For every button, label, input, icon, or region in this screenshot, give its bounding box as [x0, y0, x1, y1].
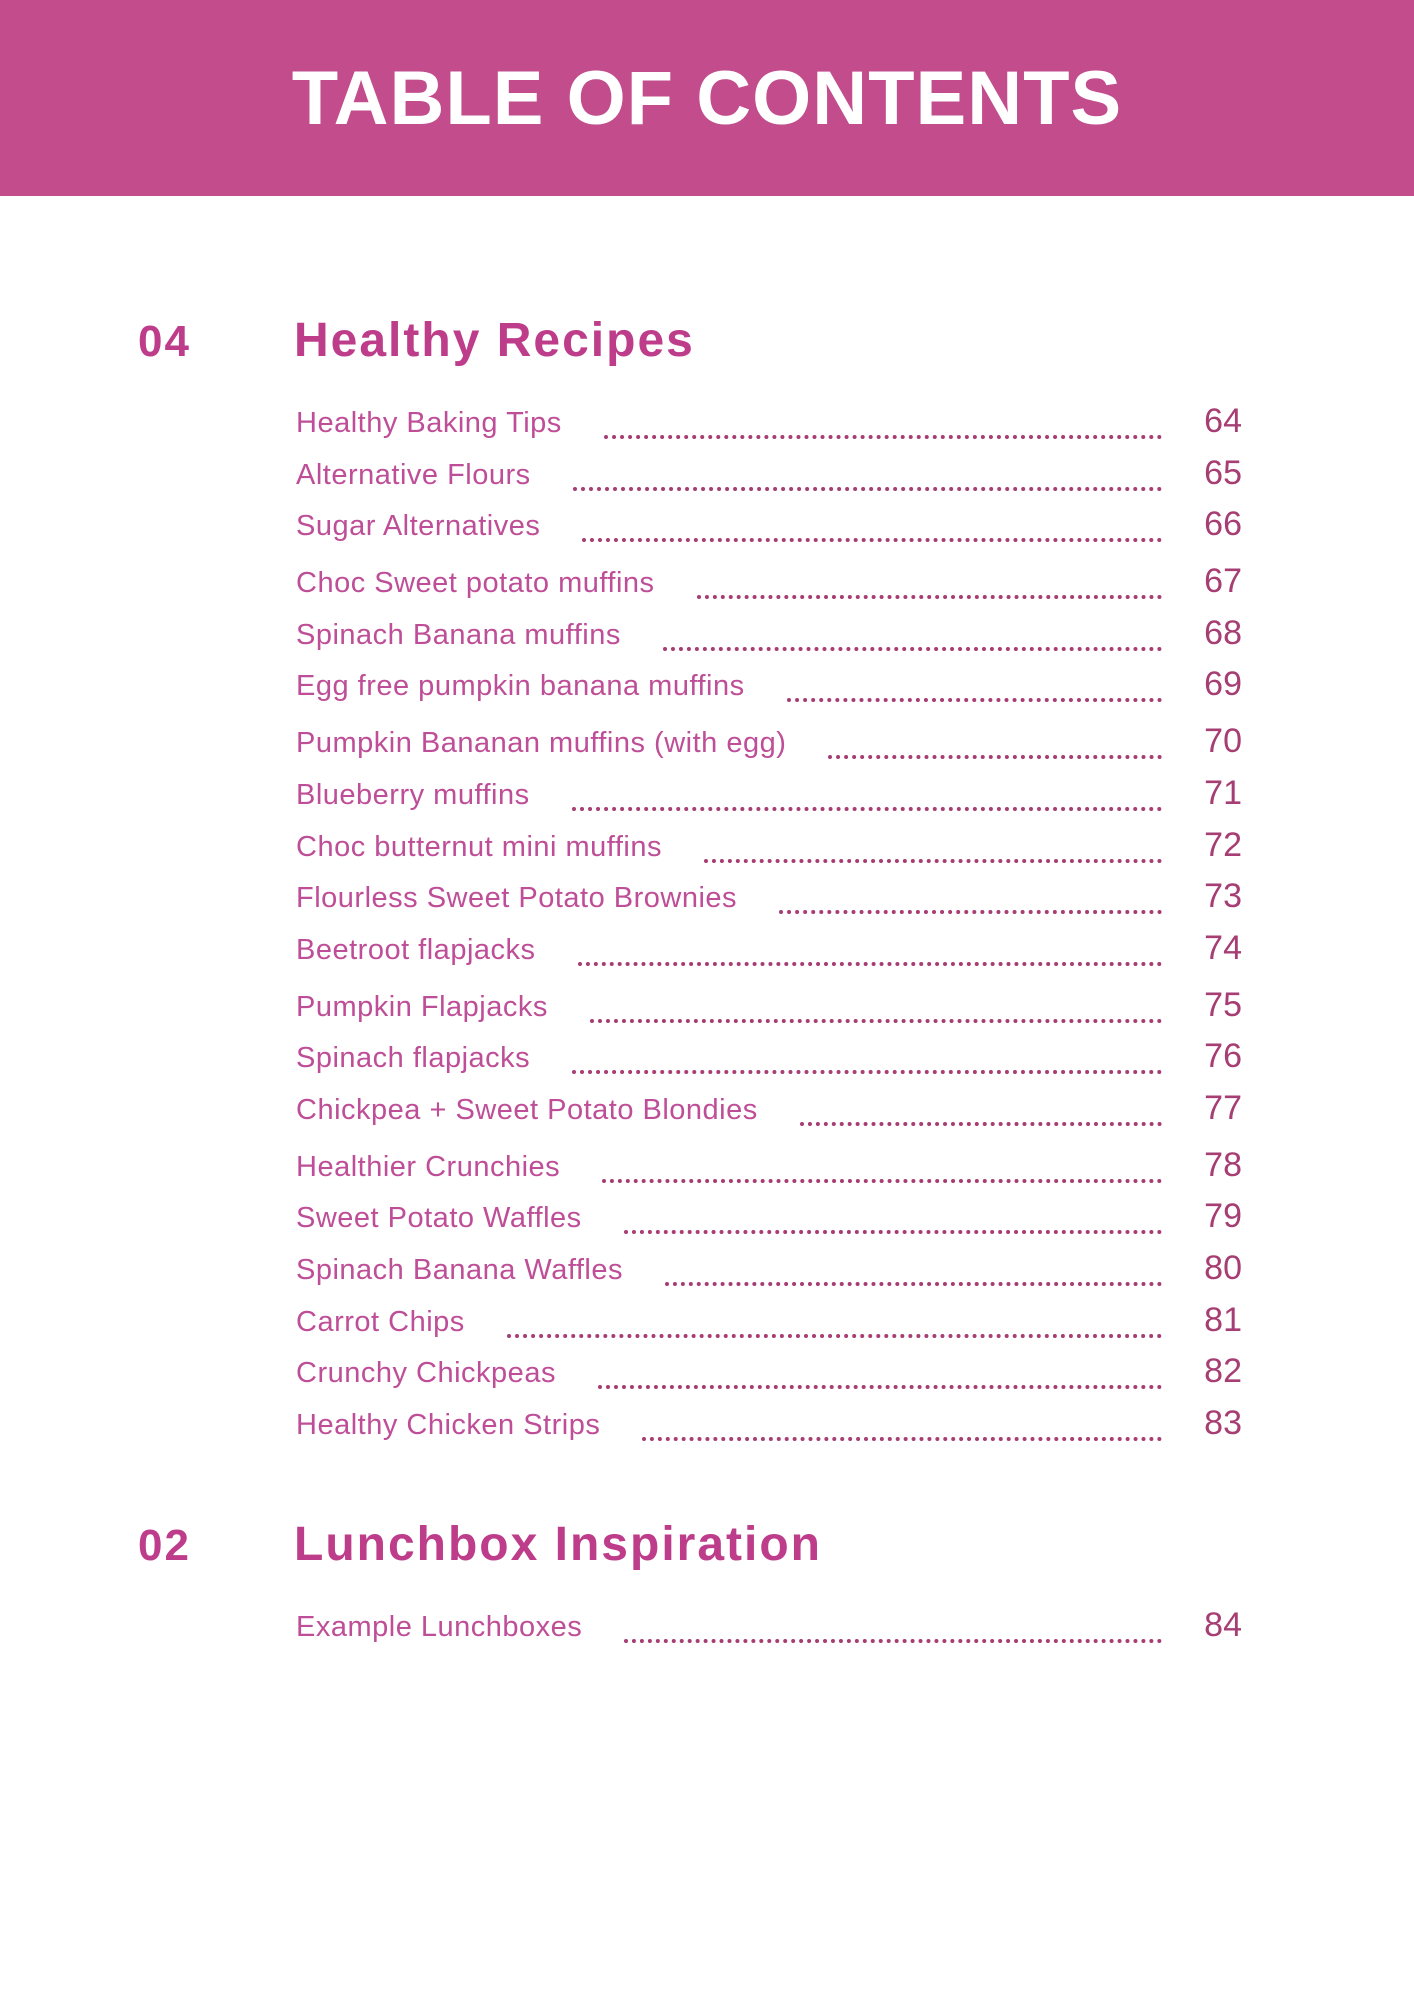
- toc-entry-page-number: 78: [1204, 1145, 1242, 1184]
- section-title: Healthy Recipes: [294, 314, 695, 367]
- dotted-leader: [603, 435, 1162, 439]
- section-header: 04 Healthy Recipes: [0, 312, 1414, 370]
- dotted-leader: [828, 755, 1162, 760]
- dotted-leader: [506, 1333, 1162, 1338]
- toc-entry[interactable]: Egg free pumpkin banana muffins 69: [296, 666, 1242, 718]
- dotted-leader: [623, 1230, 1162, 1235]
- dotted-leader: [703, 858, 1162, 863]
- toc-entry-label: Sugar Alternatives: [296, 510, 541, 543]
- toc-entry-label: Healthier Crunchies: [296, 1150, 561, 1183]
- toc-entry-page-number: 71: [1204, 773, 1242, 812]
- toc-entry[interactable]: Spinach Banana Waffles 80: [296, 1250, 1242, 1302]
- toc-entry[interactable]: Choc Sweet potato muffins 67: [296, 563, 1242, 615]
- toc-entry-page-number: 66: [1204, 505, 1242, 544]
- toc-entry-label: Pumpkin Bananan muffins (with egg): [296, 727, 787, 760]
- toc-entry[interactable]: Example Lunchboxes 84: [296, 1607, 1242, 1659]
- toc-entry-label: Sweet Potato Waffles: [296, 1202, 582, 1235]
- toc-entry-label: Egg free pumpkin banana muffins: [296, 670, 745, 703]
- toc-entry-label: Choc butternut mini muffins: [296, 830, 662, 863]
- toc-entry-label: Spinach Banana Waffles: [296, 1254, 623, 1286]
- toc-entry[interactable]: Pumpkin Flapjacks 75: [296, 987, 1242, 1039]
- toc-entry-page-number: 67: [1204, 562, 1242, 601]
- dotted-leader: [602, 1178, 1162, 1183]
- toc-entry-label: Healthy Chicken Strips: [296, 1409, 601, 1442]
- section-title: Lunchbox Inspiration: [294, 1517, 822, 1571]
- page-header: TABLE OF CONTENTS: [0, 0, 1414, 196]
- toc-entry-label: Flourless Sweet Potato Brownies: [296, 882, 738, 915]
- toc-entry[interactable]: Choc butternut mini muffins 72: [296, 827, 1242, 879]
- dotted-leader: [577, 961, 1162, 966]
- toc-entry-page-number: 65: [1204, 453, 1242, 492]
- toc-entry-page-number: 72: [1204, 825, 1242, 864]
- toc-entry-page-number: 68: [1204, 613, 1242, 652]
- toc: 04 Healthy Recipes Healthy Baking Tips 64 Al…: [0, 312, 1414, 1658]
- dotted-leader: [597, 1385, 1162, 1390]
- toc-entry-label: Pumpkin Flapjacks: [296, 990, 548, 1023]
- toc-entry-page-number: 70: [1204, 722, 1242, 761]
- toc-entry-label: Blueberry muffins: [296, 778, 530, 811]
- dotted-leader: [572, 486, 1162, 491]
- toc-entry[interactable]: Blueberry muffins 71: [296, 775, 1242, 827]
- toc-entry-page-number: 74: [1204, 928, 1242, 967]
- dotted-leader: [624, 1638, 1162, 1643]
- toc-entry-page-number: 77: [1204, 1088, 1242, 1127]
- section-number: 04: [138, 317, 191, 366]
- dotted-leader: [572, 1070, 1162, 1075]
- toc-entry-label: Beetroot flapjacks: [296, 933, 536, 966]
- dotted-leader: [589, 1018, 1162, 1023]
- toc-entry-page-number: 79: [1204, 1197, 1242, 1236]
- toc-entry-label: Choc Sweet potato muffins: [296, 567, 655, 600]
- toc-entry-label: Chickpea + Sweet Potato Blondies: [296, 1093, 758, 1126]
- toc-entry[interactable]: Crunchy Chickpeas 82: [296, 1353, 1242, 1405]
- toc-entry[interactable]: Alternative Flours 65: [296, 455, 1242, 507]
- toc-entry-page-number: 75: [1204, 985, 1242, 1024]
- toc-entry[interactable]: Sweet Potato Waffles 79: [296, 1198, 1242, 1250]
- dotted-leader: [664, 1282, 1162, 1286]
- dotted-leader: [786, 698, 1162, 703]
- toc-entry-label: Spinach flapjacks: [296, 1042, 531, 1075]
- toc-entry-label: Spinach Banana muffins: [296, 618, 621, 651]
- section-number: 02: [138, 1520, 191, 1570]
- toc-entry[interactable]: Healthy Chicken Strips 83: [296, 1405, 1242, 1457]
- toc-entry[interactable]: Healthier Crunchies 78: [296, 1147, 1242, 1199]
- toc-entry[interactable]: Beetroot flapjacks 74: [296, 930, 1242, 982]
- toc-entry-label: Example Lunchboxes: [296, 1610, 583, 1643]
- page-title: TABLE OF CONTENTS: [291, 55, 1123, 141]
- toc-entry[interactable]: Spinach Banana muffins 68: [296, 615, 1242, 667]
- toc-entry[interactable]: Pumpkin Bananan muffins (with egg) 70: [296, 723, 1242, 775]
- toc-entry[interactable]: Healthy Baking Tips 64: [296, 403, 1242, 455]
- toc-entry-label: Alternative Flours: [296, 458, 531, 491]
- toc-entry-label: Carrot Chips: [296, 1305, 465, 1338]
- toc-entry[interactable]: Carrot Chips 81: [296, 1302, 1242, 1354]
- toc-entry-page-number: 81: [1204, 1300, 1242, 1339]
- toc-entry[interactable]: Spinach flapjacks 76: [296, 1038, 1242, 1090]
- toc-entry-list: Healthy Baking Tips 64 Alternative Flours 6…: [0, 403, 1414, 1457]
- toc-entry-list: Example Lunchboxes 84: [0, 1607, 1414, 1659]
- toc-entry-page-number: 69: [1204, 665, 1242, 704]
- dotted-leader: [799, 1121, 1162, 1126]
- toc-entry-page-number: 83: [1204, 1404, 1242, 1443]
- section-header: 02 Lunchbox Inspiration: [0, 1516, 1414, 1574]
- dotted-leader: [662, 646, 1162, 651]
- dotted-leader: [696, 595, 1162, 600]
- toc-entry-page-number: 73: [1204, 877, 1242, 916]
- toc-entry-page-number: 82: [1204, 1352, 1242, 1391]
- toc-entry[interactable]: Chickpea + Sweet Potato Blondies 77: [296, 1090, 1242, 1142]
- toc-entry-page-number: 84: [1204, 1605, 1242, 1644]
- toc-entry-page-number: 76: [1204, 1037, 1242, 1076]
- toc-section: 04 Healthy Recipes Healthy Baking Tips 64 Al…: [0, 312, 1414, 1457]
- toc-entry-page-number: 64: [1204, 402, 1242, 440]
- toc-entry[interactable]: Flourless Sweet Potato Brownies 73: [296, 878, 1242, 930]
- toc-section: 02 Lunchbox Inspiration Example Lunchboxes…: [0, 1516, 1414, 1659]
- dotted-leader: [582, 538, 1162, 543]
- dotted-leader: [779, 910, 1162, 915]
- dotted-leader: [642, 1437, 1162, 1442]
- dotted-leader: [571, 806, 1162, 811]
- toc-entry-label: Healthy Baking Tips: [296, 407, 562, 439]
- toc-entry-page-number: 80: [1204, 1249, 1242, 1287]
- toc-entry[interactable]: Sugar Alternatives 66: [296, 506, 1242, 558]
- toc-entry-label: Crunchy Chickpeas: [296, 1357, 556, 1390]
